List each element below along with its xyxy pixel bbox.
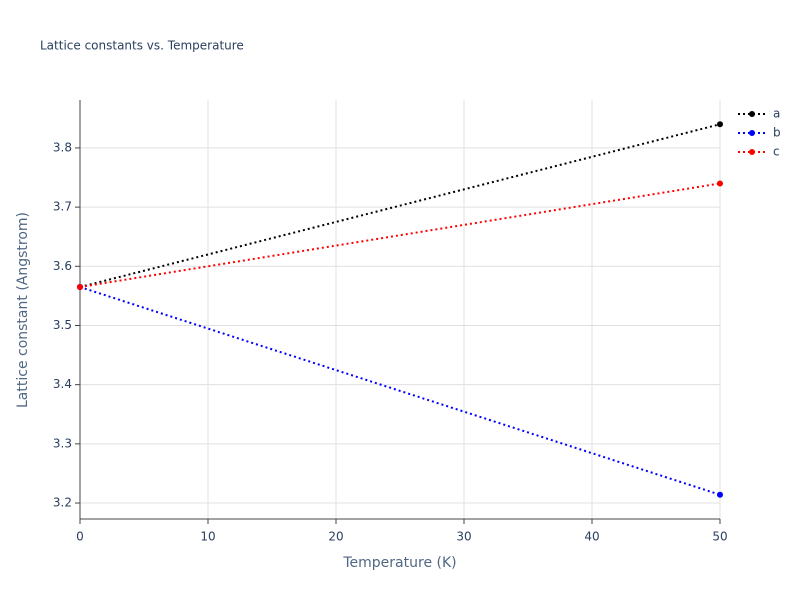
chart-title: Lattice constants vs. Temperature <box>40 39 244 53</box>
data-point <box>717 491 723 498</box>
y-tick-label: 3.2 <box>53 496 72 510</box>
x-tick-label: 10 <box>200 530 215 544</box>
series-line <box>79 286 721 496</box>
x-axis-title: Temperature (K) <box>342 555 456 571</box>
y-tick-label: 3.8 <box>53 140 72 154</box>
x-tick-label: 40 <box>584 530 599 544</box>
x-tick-label: 30 <box>456 530 471 544</box>
legend-label: b <box>773 126 781 140</box>
legend-marker <box>749 130 755 136</box>
legend-label: a <box>773 107 780 121</box>
legend-marker <box>749 149 755 155</box>
legend-label: c <box>773 145 780 159</box>
data-point <box>77 284 83 291</box>
series-line <box>79 182 721 288</box>
legend-marker <box>749 111 755 117</box>
x-tick-label: 20 <box>328 530 343 544</box>
y-tick-label: 3.4 <box>53 377 72 391</box>
y-tick-label: 3.5 <box>53 318 72 332</box>
data-point <box>717 180 723 187</box>
y-tick-label: 3.3 <box>53 436 72 450</box>
y-tick-label: 3.7 <box>53 200 72 214</box>
y-tick-label: 3.6 <box>53 259 72 273</box>
x-tick-label: 0 <box>76 530 84 544</box>
data-point <box>717 121 723 128</box>
series-line <box>79 123 721 288</box>
y-axis-title: Lattice constant (Angstrom) <box>15 212 31 408</box>
x-tick-label: 50 <box>712 530 727 544</box>
